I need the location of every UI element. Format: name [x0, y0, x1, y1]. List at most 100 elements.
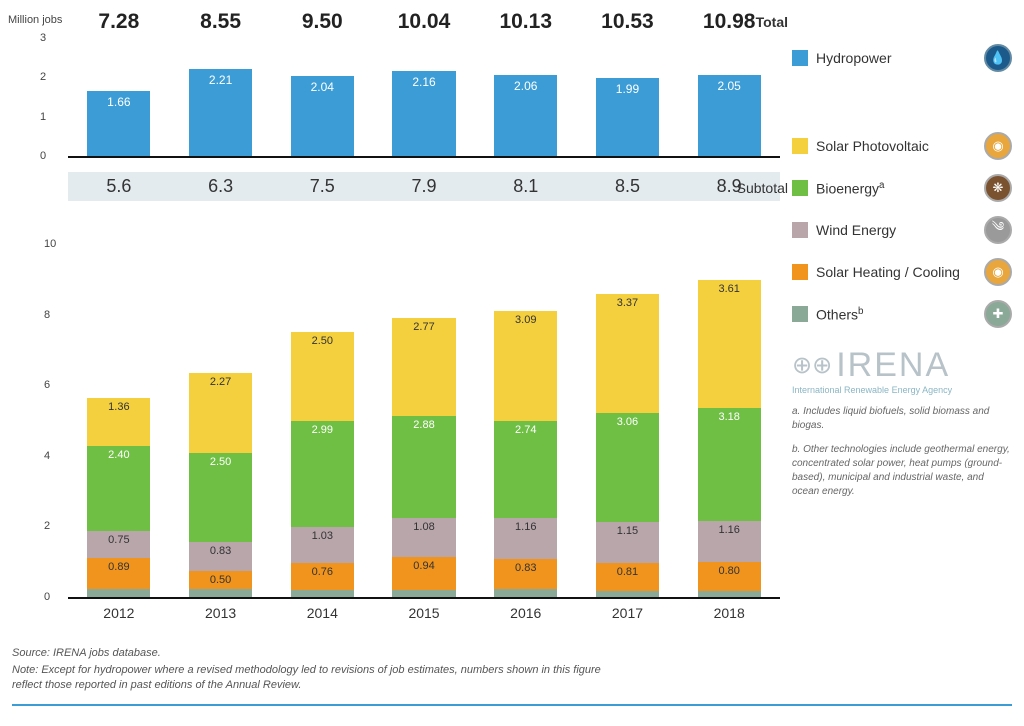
source-text: Source: IRENA jobs database.: [12, 647, 1024, 659]
segment-others: 0.19: [291, 590, 354, 597]
stack-bar: 0.20 0.94 1.08 2.88 2.77: [392, 318, 455, 597]
logo-text: IRENA: [836, 346, 950, 385]
segment-value: 1.15: [617, 525, 638, 537]
total-value: 9.50: [271, 10, 373, 34]
stacked-column: 0.18 0.80 1.16 3.183.61: [678, 209, 780, 597]
segment-solar_pv: 1.36: [87, 398, 150, 446]
x-axis: 2012201320142015201620172018: [68, 605, 780, 621]
segment-solar_pv: 2.50: [291, 332, 354, 421]
others-icon: ✚: [984, 300, 1012, 328]
hydro-column: 1.66: [68, 38, 170, 156]
segment-solar_pv: 3.61: [698, 280, 761, 408]
segment-value: 0.80: [718, 565, 739, 577]
segment-others: 0.20: [392, 590, 455, 597]
segment-bio: 3.18: [698, 408, 761, 521]
legend-label: Solar Heating / Cooling: [816, 264, 976, 280]
ytick: 2: [40, 71, 46, 83]
hydro-bar: 2.05: [698, 75, 761, 156]
legend-swatch: [792, 180, 808, 196]
ytick: 0: [40, 150, 46, 162]
bar-value: 2.21: [209, 73, 232, 87]
stack-bar: 0.190.761.032.992.50: [291, 332, 354, 597]
total-value: 10.13: [475, 10, 577, 34]
bottom-rule: [12, 704, 1012, 706]
irena-logo: ⊕⊕ IRENA International Renewable Energy …: [792, 346, 1012, 395]
subtotal-value: 8.1: [475, 176, 577, 197]
subtotal-value: 8.5: [577, 176, 679, 197]
subtotal-value: 5.6: [68, 176, 170, 197]
hydro-bar: 2.16: [392, 71, 455, 156]
globe-icon: ⊕⊕: [792, 351, 832, 380]
segment-value: 0.81: [617, 566, 638, 578]
hydropower-chart: 1.662.212.042.162.061.992.05 0123: [68, 38, 780, 158]
legend-swatch: [792, 138, 808, 154]
hydro-column: 2.04: [271, 38, 373, 156]
hydro-bar: 2.04: [291, 76, 354, 156]
hydro-bar: 1.99: [596, 78, 659, 156]
segment-bio: 2.74: [494, 421, 557, 518]
segment-solar_pv: 3.09: [494, 311, 557, 421]
x-tick: 2017: [577, 605, 679, 621]
bar-value: 1.66: [107, 95, 130, 109]
segment-solar_pv: 2.77: [392, 318, 455, 416]
hydro-bar: 1.66: [87, 91, 150, 156]
segment-bio: 2.99: [291, 421, 354, 527]
x-tick: 2013: [170, 605, 272, 621]
segment-bio: 2.40: [87, 446, 150, 531]
legend-label: Solar Photovoltaic: [816, 138, 976, 154]
x-tick: 2014: [271, 605, 373, 621]
ytick: 2: [44, 520, 50, 532]
legend-label: Bioenergya: [816, 180, 976, 197]
segment-wind: 1.16: [494, 518, 557, 559]
segment-solar_pv: 2.27: [189, 373, 252, 453]
total-value: 7.28: [68, 10, 170, 34]
segment-others: 0.22: [87, 589, 150, 597]
legend-swatch: [792, 306, 808, 322]
x-tick: 2018: [678, 605, 780, 621]
subtotal-value: 6.3: [170, 176, 272, 197]
total-value: 8.55: [170, 10, 272, 34]
stacked-column: 0.20 0.94 1.08 2.88 2.77: [373, 209, 475, 597]
segment-value: 1.03: [312, 530, 333, 542]
segment-value: 2.99: [312, 424, 333, 436]
segment-heating: 0.80: [698, 562, 761, 590]
segment-others: 0.18: [698, 591, 761, 597]
legend-others: Othersb ✚: [792, 300, 1012, 328]
segment-value: 0.94: [413, 560, 434, 572]
stack-bar: 0.230.500.832.502.27: [189, 373, 252, 597]
footnote-a: a. Includes liquid biofuels, solid bioma…: [792, 405, 1012, 433]
segment-value: 2.77: [413, 321, 434, 333]
ytick: 3: [40, 32, 46, 44]
legend-label: Hydropower: [816, 50, 976, 66]
legend-swatch: [792, 50, 808, 66]
hydro-column: 2.16: [373, 38, 475, 156]
segment-wind: 0.75: [87, 531, 150, 558]
segment-value: 2.74: [515, 424, 536, 436]
wind-icon: ༄: [984, 216, 1012, 244]
legend-swatch: [792, 264, 808, 280]
segment-value: 2.88: [413, 419, 434, 431]
total-value: 10.04: [373, 10, 475, 34]
legend-heating: Solar Heating / Cooling◉: [792, 258, 1012, 286]
legend-bio: Bioenergya❋: [792, 174, 1012, 202]
segment-heating: 0.94: [392, 557, 455, 590]
segment-value: 1.08: [413, 521, 434, 533]
note-text: Note: Except for hydropower where a revi…: [12, 663, 632, 694]
segment-value: 0.75: [108, 534, 129, 546]
hydro-bar: 2.21: [189, 69, 252, 156]
legend-swatch: [792, 222, 808, 238]
stacked-column: 0.160.811.153.063.37: [577, 209, 679, 597]
stacked-column: 0.190.761.032.992.50: [271, 209, 373, 597]
x-tick: 2015: [373, 605, 475, 621]
segment-value: 1.16: [718, 524, 739, 536]
legend-label: Wind Energy: [816, 222, 976, 238]
legend-panel: Hydropower 💧 Solar Photovoltaic◉Bioenerg…: [792, 10, 1012, 621]
stack-bar: 0.240.831.162.743.09: [494, 311, 557, 597]
segment-value: 0.89: [108, 561, 129, 573]
hydro-column: 2.06: [475, 38, 577, 156]
water-drop-icon: 💧: [984, 44, 1012, 72]
hydro-column: 1.99: [577, 38, 679, 156]
segment-value: 2.27: [210, 376, 231, 388]
legend-label: Othersb: [816, 306, 976, 323]
ytick: 1: [40, 111, 46, 123]
